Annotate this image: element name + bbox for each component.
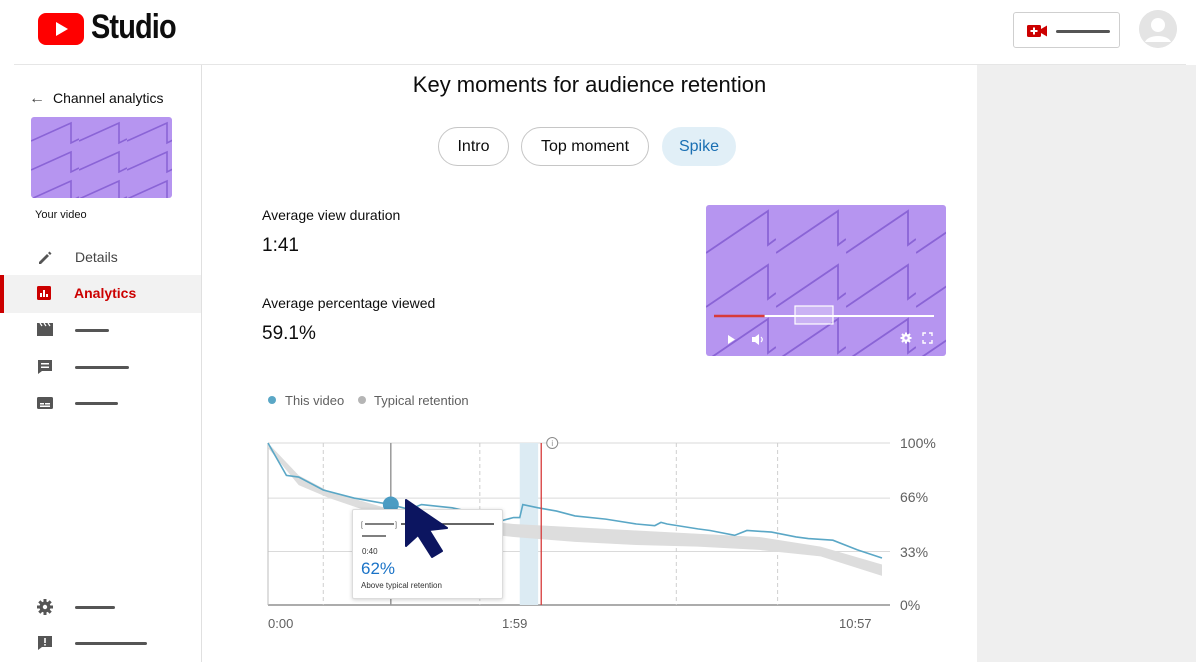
sidebar-item-label-placeholder	[75, 606, 115, 609]
tooltip-time: 0:40	[362, 547, 378, 556]
account-avatar[interactable]	[1139, 10, 1177, 48]
sidebar-item-label-placeholder	[75, 329, 109, 332]
youtube-logo-icon[interactable]	[38, 13, 84, 45]
sidebar-item-analytics[interactable]: Analytics	[0, 275, 201, 313]
legend-typical-retention: Typical retention	[374, 393, 469, 408]
sidebar-item-label-placeholder	[75, 402, 118, 405]
spike-band	[519, 443, 539, 605]
sidebar-item-label: Analytics	[74, 285, 137, 301]
key-moment-frame	[794, 305, 834, 325]
sidebar-item-label-placeholder	[75, 642, 147, 645]
header-divider	[14, 64, 1186, 65]
y-tick-label: 0%	[900, 597, 921, 613]
svg-text:i: i	[551, 439, 553, 448]
back-arrow-icon[interactable]: ←	[29, 90, 45, 107]
video-thumbnail[interactable]	[31, 117, 172, 198]
y-tick-label: 100%	[900, 435, 936, 451]
y-tick-label: 33%	[900, 544, 929, 560]
analytics-bar-chart-icon	[36, 285, 54, 303]
play-icon[interactable]	[728, 335, 735, 344]
svg-text:[: [	[361, 522, 363, 529]
svg-text:]: ]	[395, 522, 397, 529]
app-name[interactable]: Studio	[91, 8, 177, 46]
legend-dot-typical	[358, 396, 366, 404]
volume-icon[interactable]	[752, 334, 763, 345]
tooltip-description: Above typical retention	[361, 581, 442, 590]
sidebar-item-feedback[interactable]	[0, 624, 201, 662]
create-button[interactable]	[1013, 12, 1120, 48]
your-video-caption: Your video	[35, 209, 87, 221]
back-to-channel-analytics[interactable]: Channel analytics	[53, 90, 164, 106]
active-indicator	[0, 275, 4, 313]
clapperboard-icon	[36, 321, 54, 339]
comment-icon	[36, 358, 54, 376]
page-title: Key moments for audience retention	[412, 72, 767, 97]
sidebar-item-label-placeholder	[75, 366, 129, 369]
x-tick-label: 0:00	[268, 616, 294, 631]
x-tick-label: 1:59	[502, 616, 528, 631]
tooltip-percent: 62%	[361, 559, 396, 578]
subtitles-icon	[36, 394, 54, 412]
sidebar-item-details[interactable]: Details	[0, 239, 201, 277]
avg-pct-viewed-value: 59.1%	[262, 323, 316, 344]
gear-icon	[36, 598, 54, 616]
pencil-icon	[36, 249, 54, 267]
x-tick-label: 10:57	[839, 616, 872, 631]
legend-this-video: This video	[285, 393, 345, 408]
typical-retention-band	[268, 443, 882, 576]
mouse-cursor-icon	[405, 499, 448, 558]
legend-dot-this-video	[268, 396, 276, 404]
retention-chart[interactable]: i	[240, 428, 960, 643]
sidebar-item-content[interactable]	[0, 311, 201, 349]
chip-spike[interactable]: Spike	[662, 127, 736, 166]
gear-icon[interactable]	[900, 332, 912, 344]
info-icon[interactable]: i	[546, 437, 559, 449]
hover-point[interactable]	[382, 496, 399, 513]
sidebar	[0, 65, 202, 662]
chip-top-moment[interactable]: Top moment	[521, 127, 649, 166]
sidebar-item-subtitles[interactable]	[0, 384, 201, 422]
avg-view-duration-label: Average view duration	[262, 207, 401, 223]
video-camera-plus-icon	[1027, 24, 1047, 38]
fullscreen-icon[interactable]	[922, 332, 933, 344]
video-preview-player[interactable]	[706, 205, 946, 356]
top-bar: Studio	[0, 0, 1196, 64]
sidebar-item-label: Details	[75, 249, 118, 265]
sidebar-item-comments[interactable]	[0, 348, 201, 386]
sidebar-item-settings[interactable]	[0, 588, 201, 626]
avg-pct-viewed-label: Average percentage viewed	[262, 295, 436, 311]
avg-view-duration-value: 1:41	[262, 235, 299, 256]
create-button-label-placeholder	[1056, 30, 1110, 33]
y-tick-label: 66%	[900, 489, 929, 505]
feedback-icon	[36, 634, 54, 652]
chip-intro[interactable]: Intro	[438, 127, 509, 166]
right-side-panel	[977, 65, 1196, 662]
